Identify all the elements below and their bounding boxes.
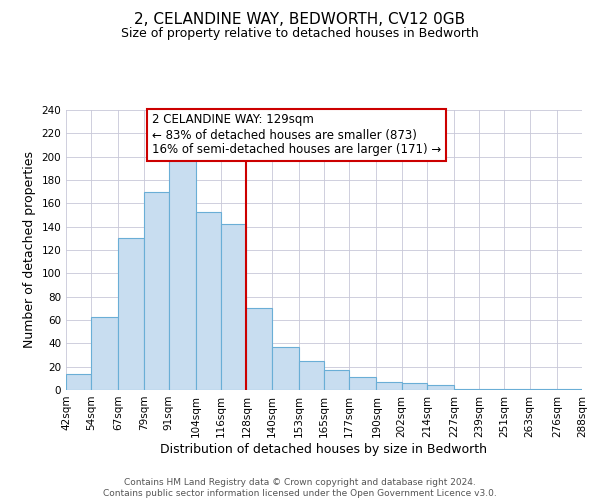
Bar xyxy=(143,192,169,390)
X-axis label: Distribution of detached houses by size in Bedworth: Distribution of detached houses by size … xyxy=(161,442,487,456)
Bar xyxy=(530,389,557,390)
Bar xyxy=(324,370,349,390)
Text: Size of property relative to detached houses in Bedworth: Size of property relative to detached ho… xyxy=(121,28,479,40)
Bar xyxy=(454,389,479,390)
Text: Contains HM Land Registry data © Crown copyright and database right 2024.
Contai: Contains HM Land Registry data © Crown c… xyxy=(103,478,497,498)
Bar xyxy=(118,238,143,390)
Bar xyxy=(196,212,221,390)
Bar xyxy=(427,386,454,390)
Bar xyxy=(401,383,427,390)
Bar xyxy=(479,389,505,390)
Bar xyxy=(221,224,247,390)
Bar xyxy=(376,382,401,390)
Bar xyxy=(299,361,324,390)
Bar xyxy=(169,156,196,390)
Bar xyxy=(557,389,582,390)
Bar xyxy=(247,308,272,390)
Text: 2 CELANDINE WAY: 129sqm
← 83% of detached houses are smaller (873)
16% of semi-d: 2 CELANDINE WAY: 129sqm ← 83% of detache… xyxy=(152,114,441,156)
Y-axis label: Number of detached properties: Number of detached properties xyxy=(23,152,36,348)
Bar xyxy=(349,377,376,390)
Text: 2, CELANDINE WAY, BEDWORTH, CV12 0GB: 2, CELANDINE WAY, BEDWORTH, CV12 0GB xyxy=(134,12,466,28)
Bar xyxy=(272,347,299,390)
Bar xyxy=(91,316,118,390)
Bar xyxy=(66,374,91,390)
